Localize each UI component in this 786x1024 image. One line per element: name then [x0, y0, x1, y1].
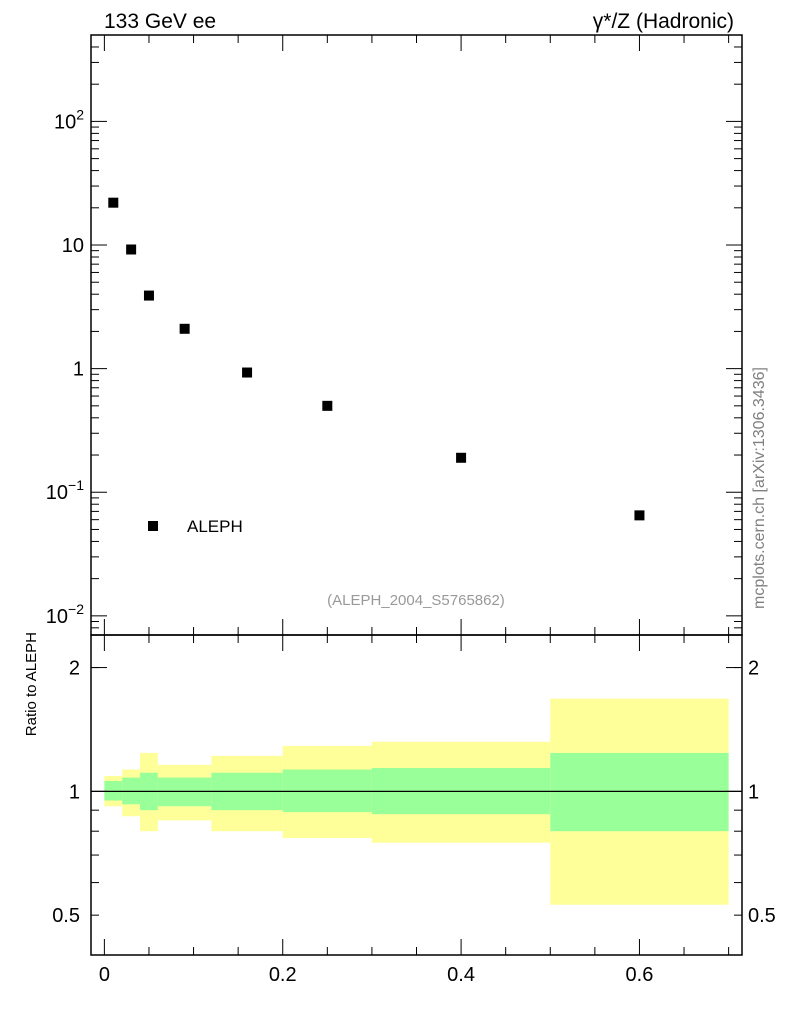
lower-y-tick-label-left: 1: [69, 781, 80, 803]
x-tick-label: 0.6: [626, 964, 654, 986]
data-point: [634, 510, 645, 521]
lower-plot-frame: [90, 634, 743, 956]
legend-marker: [148, 521, 158, 531]
lower-y-tick-label-left: 2: [69, 658, 80, 680]
ratio-bands: [104, 698, 729, 905]
lower-y-tick-label-left: 0.5: [52, 905, 80, 927]
upper-y-tick-label: 10−1: [46, 477, 84, 504]
analysis-watermark: (ALEPH_2004_S5765862): [327, 592, 505, 609]
data-point: [108, 197, 119, 208]
x-tick-label: 0.2: [269, 964, 297, 986]
upper-y-tick-label: 102: [54, 106, 84, 133]
lower-y-tick-label-right: 2: [748, 658, 759, 680]
side-credit-label: mcplots.cern.ch [arXiv:1306.3436]: [751, 367, 768, 609]
data-point: [242, 367, 253, 378]
upper-y-tick-labels: 10−2 10−1 1 10 102: [46, 106, 84, 627]
x-tick-label: 0.4: [447, 964, 475, 986]
lower-y-tick-label-right: 0.5: [748, 905, 776, 927]
x-tick-labels: 0 0.2 0.4 0.6: [99, 964, 654, 986]
upper-y-tick-label: 1: [73, 359, 84, 381]
lower-y-tick-labels: 0.5 0.5 1 1 2 2: [52, 658, 776, 928]
plot-title-right: γ*/Z (Hadronic): [593, 10, 734, 33]
plot-title-left: 133 GeV ee: [104, 10, 216, 33]
upper-y-tick-label: 10: [62, 235, 84, 257]
data-point: [322, 400, 333, 411]
data-point: [456, 452, 467, 463]
ratio-band-inner: [104, 780, 123, 801]
data-point: [143, 290, 154, 301]
legend-label-aleph: ALEPH: [187, 517, 243, 536]
lower-axis-ticks: [91, 635, 742, 956]
lower-y-tick-label-right: 1: [748, 781, 759, 803]
ratio-band-inner: [550, 752, 729, 832]
upper-y-tick-label: 10−2: [46, 601, 84, 628]
upper-plot-frame: [90, 34, 743, 636]
upper-data-points: [108, 197, 645, 521]
data-point: [126, 244, 137, 255]
x-tick-label: 0: [99, 964, 110, 986]
upper-axis-ticks: [91, 34, 742, 636]
data-point: [179, 323, 190, 334]
ratio-y-axis-label: Ratio to ALEPH: [23, 632, 40, 736]
